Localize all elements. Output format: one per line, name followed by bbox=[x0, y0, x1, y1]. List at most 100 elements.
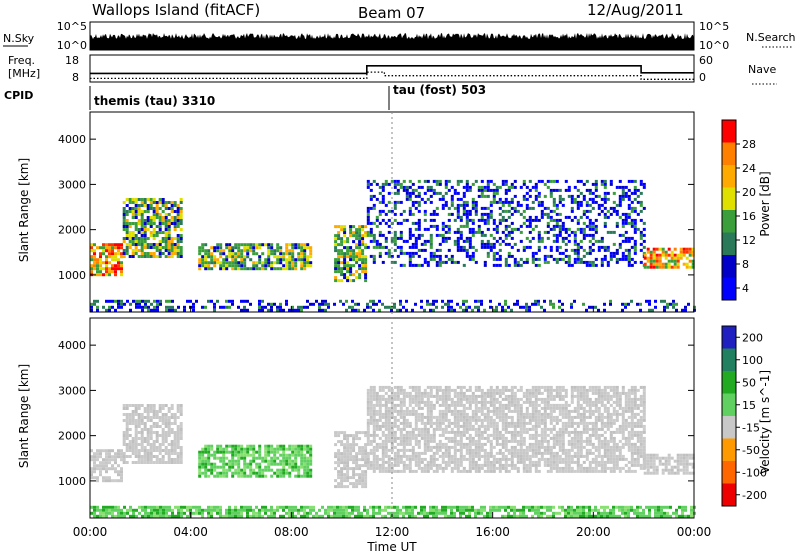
data-cell bbox=[429, 463, 433, 467]
data-cell bbox=[567, 233, 571, 237]
data-cell bbox=[588, 439, 592, 443]
data-cell bbox=[465, 451, 469, 455]
data-cell bbox=[102, 273, 105, 277]
data-cell bbox=[137, 419, 141, 422]
data-cell bbox=[667, 265, 671, 269]
data-cell bbox=[534, 194, 538, 198]
data-cell bbox=[504, 308, 507, 312]
data-cell bbox=[309, 471, 313, 475]
data-cell bbox=[492, 388, 496, 392]
data-cell bbox=[501, 308, 504, 312]
data-cell bbox=[372, 406, 376, 410]
data-cell bbox=[346, 446, 350, 450]
data-cell bbox=[414, 433, 418, 437]
data-cell bbox=[558, 200, 562, 204]
data-cell bbox=[375, 224, 379, 228]
data-cell bbox=[591, 421, 595, 425]
data-cell bbox=[117, 261, 120, 265]
data-cell bbox=[450, 185, 454, 189]
data-cell bbox=[510, 466, 514, 470]
data-cell bbox=[468, 445, 472, 449]
data-cell bbox=[372, 454, 376, 458]
data-cell bbox=[558, 433, 562, 437]
data-cell bbox=[486, 460, 490, 464]
data-cell bbox=[143, 237, 147, 240]
data-cell bbox=[582, 388, 586, 392]
data-cell bbox=[258, 261, 262, 265]
data-cell bbox=[126, 299, 129, 303]
nsearch-tick-top: 10^5 bbox=[699, 20, 729, 33]
data-cell bbox=[164, 219, 168, 222]
data-cell bbox=[507, 421, 511, 425]
data-cell bbox=[243, 261, 247, 265]
data-cell bbox=[468, 439, 472, 443]
data-cell bbox=[456, 260, 460, 264]
data-cell bbox=[408, 439, 412, 443]
data-cell bbox=[357, 302, 360, 306]
data-cell bbox=[173, 416, 177, 419]
data-cell bbox=[534, 385, 538, 389]
data-cell bbox=[600, 394, 604, 398]
data-cell bbox=[585, 394, 589, 398]
data-cell bbox=[334, 452, 338, 456]
data-cell bbox=[588, 239, 592, 243]
data-cell bbox=[270, 302, 273, 306]
data-cell bbox=[390, 397, 394, 401]
data-cell bbox=[558, 466, 562, 470]
data-cell bbox=[624, 230, 628, 234]
data-cell bbox=[459, 218, 463, 222]
data-cell bbox=[534, 197, 538, 201]
data-cell bbox=[210, 465, 214, 469]
data-cell bbox=[582, 221, 586, 225]
data-cell bbox=[261, 459, 265, 463]
data-cell bbox=[408, 254, 412, 258]
data-cell bbox=[429, 454, 433, 458]
data-cell bbox=[522, 463, 526, 467]
data-cell bbox=[573, 185, 577, 189]
data-cell bbox=[155, 204, 159, 207]
data-cell bbox=[456, 427, 460, 431]
data-cell bbox=[519, 442, 523, 446]
data-cell bbox=[340, 261, 344, 265]
data-cell bbox=[243, 299, 246, 303]
data-cell bbox=[408, 191, 412, 195]
data-cell bbox=[378, 457, 382, 461]
data-cell bbox=[438, 388, 442, 392]
data-cell bbox=[543, 430, 547, 434]
data-cell bbox=[402, 433, 406, 437]
data-cell bbox=[510, 439, 514, 443]
data-cell bbox=[303, 459, 307, 463]
data-cell bbox=[567, 188, 571, 192]
data-cell bbox=[267, 302, 270, 306]
data-cell bbox=[303, 243, 307, 247]
data-cell bbox=[552, 442, 556, 446]
data-cell bbox=[417, 179, 421, 183]
data-cell bbox=[105, 479, 108, 483]
data-cell bbox=[528, 224, 532, 228]
data-cell bbox=[534, 424, 538, 428]
data-cell bbox=[358, 464, 362, 468]
data-cell bbox=[567, 254, 571, 258]
data-cell bbox=[441, 451, 445, 455]
data-cell bbox=[522, 245, 526, 249]
data-cell bbox=[240, 471, 244, 475]
data-cell bbox=[90, 246, 93, 250]
data-cell bbox=[447, 397, 451, 401]
data-cell bbox=[468, 242, 472, 246]
data-cell bbox=[522, 424, 526, 428]
data-cell bbox=[423, 451, 427, 455]
data-cell bbox=[176, 216, 180, 219]
data-cell bbox=[537, 415, 541, 419]
data-cell bbox=[588, 260, 592, 264]
data-cell bbox=[381, 421, 385, 425]
data-cell bbox=[158, 198, 162, 201]
data-cell bbox=[438, 263, 442, 267]
data-cell bbox=[570, 391, 574, 395]
data-cell bbox=[375, 409, 379, 413]
data-cell bbox=[453, 451, 457, 455]
data-cell bbox=[111, 267, 114, 271]
data-cell bbox=[555, 212, 559, 216]
data-cell bbox=[525, 394, 529, 398]
data-cell bbox=[441, 224, 445, 228]
data-cell bbox=[585, 448, 589, 452]
